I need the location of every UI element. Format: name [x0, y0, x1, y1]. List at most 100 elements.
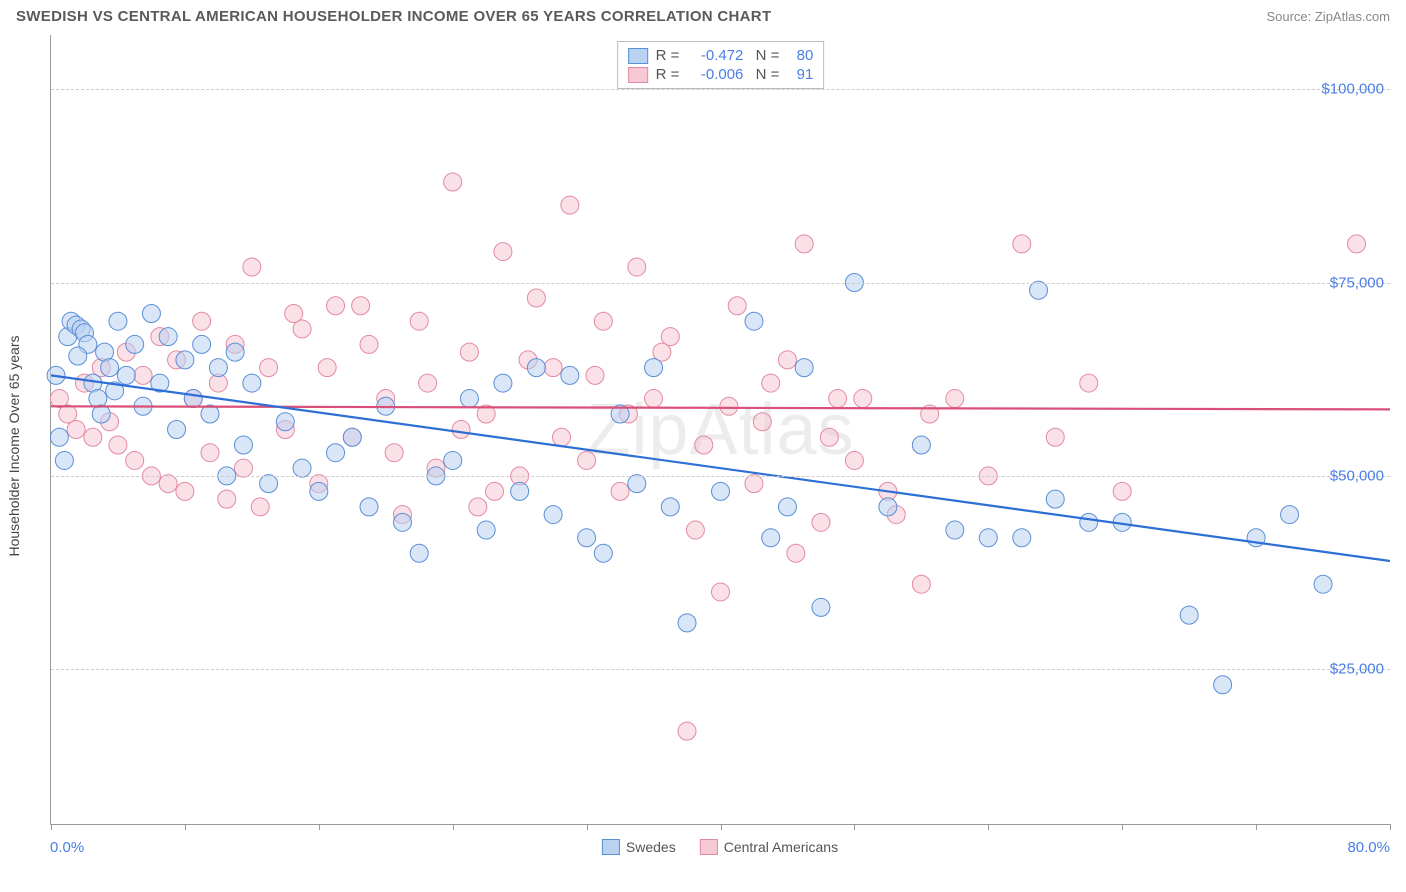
data-point — [1180, 606, 1198, 624]
legend-b-label: Central Americans — [724, 839, 838, 855]
data-point — [544, 506, 562, 524]
data-point — [1046, 490, 1064, 508]
data-point — [55, 451, 73, 469]
data-point — [1214, 676, 1232, 694]
data-point — [552, 428, 570, 446]
data-point — [352, 297, 370, 315]
data-point — [234, 436, 252, 454]
data-point — [469, 498, 487, 516]
stats-n-label: N = — [751, 66, 779, 83]
data-point — [193, 312, 211, 330]
chart-title: SWEDISH VS CENTRAL AMERICAN HOUSEHOLDER … — [16, 8, 771, 25]
data-point — [234, 459, 252, 477]
data-point — [645, 390, 663, 408]
grid-line — [51, 669, 1390, 670]
stats-r-label: R = — [656, 47, 680, 64]
data-point — [745, 475, 763, 493]
data-point — [578, 529, 596, 547]
data-point — [745, 312, 763, 330]
x-tick — [51, 824, 52, 830]
data-point — [1013, 235, 1031, 253]
data-point — [1046, 428, 1064, 446]
data-point — [594, 544, 612, 562]
x-tick — [1390, 824, 1391, 830]
data-point — [628, 475, 646, 493]
data-point — [419, 374, 437, 392]
x-tick — [1256, 824, 1257, 830]
stats-n-label: N = — [751, 47, 779, 64]
data-point — [109, 436, 127, 454]
grid-line — [51, 476, 1390, 477]
data-point — [762, 374, 780, 392]
data-point — [854, 390, 872, 408]
data-point — [787, 544, 805, 562]
source-label: Source: ZipAtlas.com — [1266, 9, 1390, 24]
data-point — [142, 304, 160, 322]
data-point — [820, 428, 838, 446]
grid-line — [51, 283, 1390, 284]
x-tick — [1122, 824, 1123, 830]
data-point — [1080, 374, 1098, 392]
data-point — [1080, 513, 1098, 531]
data-point — [527, 359, 545, 377]
data-point — [126, 451, 144, 469]
data-point — [251, 498, 269, 516]
stats-b-r: -0.006 — [687, 66, 743, 83]
data-point — [511, 482, 529, 500]
data-point — [318, 359, 336, 377]
data-point — [561, 366, 579, 384]
data-point — [385, 444, 403, 462]
data-point — [176, 482, 194, 500]
data-point — [84, 428, 102, 446]
data-point — [712, 482, 730, 500]
data-point — [176, 351, 194, 369]
y-axis-label: Householder Income Over 65 years — [6, 336, 22, 557]
data-point — [720, 397, 738, 415]
x-axis-max-label: 80.0% — [1347, 839, 1390, 856]
data-point — [494, 243, 512, 261]
x-tick — [854, 824, 855, 830]
data-point — [243, 374, 261, 392]
data-point — [310, 482, 328, 500]
data-point — [812, 598, 830, 616]
scatter-plot — [51, 35, 1390, 824]
stats-a-n: 80 — [787, 47, 813, 64]
data-point — [829, 390, 847, 408]
y-tick-label: $75,000 — [1330, 274, 1384, 291]
data-point — [69, 347, 87, 365]
x-axis-area: 0.0% Swedes Central Americans 80.0% — [50, 839, 1390, 863]
data-point — [327, 444, 345, 462]
swatch-a-icon — [602, 839, 620, 855]
data-point — [645, 359, 663, 377]
data-point — [578, 451, 596, 469]
data-point — [193, 335, 211, 353]
trend-line — [51, 406, 1390, 409]
data-point — [477, 521, 495, 539]
data-point — [812, 513, 830, 531]
legend-a-label: Swedes — [626, 839, 676, 855]
data-point — [410, 312, 428, 330]
data-point — [201, 444, 219, 462]
data-point — [276, 413, 294, 431]
data-point — [1348, 235, 1366, 253]
y-tick-label: $50,000 — [1330, 467, 1384, 484]
swatch-b-icon — [700, 839, 718, 855]
data-point — [979, 529, 997, 547]
x-tick — [721, 824, 722, 830]
data-point — [89, 390, 107, 408]
data-point — [184, 390, 202, 408]
data-point — [126, 335, 144, 353]
data-point — [946, 390, 964, 408]
legend-item-b: Central Americans — [700, 839, 838, 855]
data-point — [728, 297, 746, 315]
data-point — [544, 359, 562, 377]
data-point — [678, 722, 696, 740]
data-point — [460, 343, 478, 361]
data-point — [67, 421, 85, 439]
data-point — [393, 513, 411, 531]
data-point — [946, 521, 964, 539]
data-point — [410, 544, 428, 562]
stats-a-r: -0.472 — [687, 47, 743, 64]
data-point — [753, 413, 771, 431]
data-point — [92, 405, 110, 423]
